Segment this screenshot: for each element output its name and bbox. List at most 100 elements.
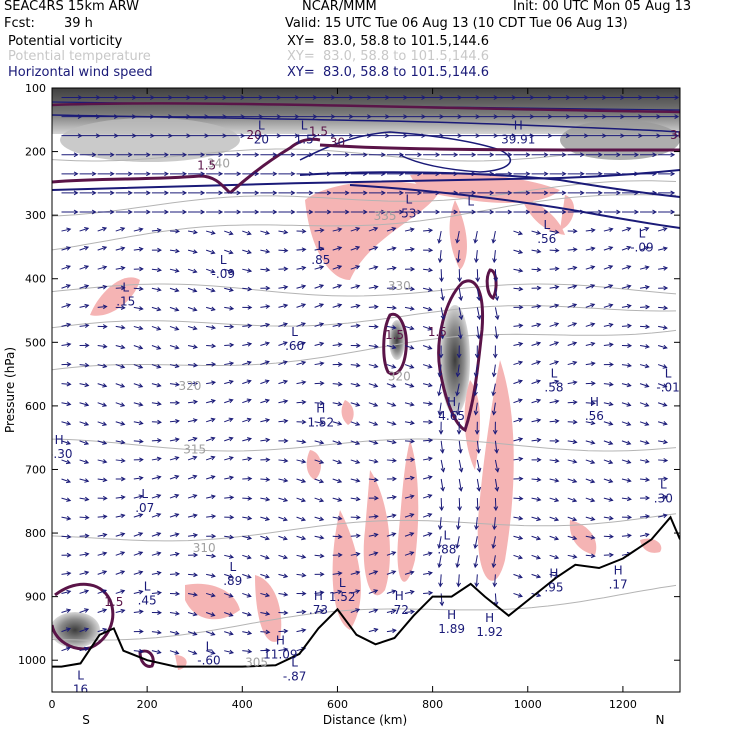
wind-vector	[278, 459, 288, 462]
wind-vector	[657, 514, 667, 518]
pv-label: 1.5	[385, 328, 404, 342]
wind-vector-head	[409, 306, 415, 311]
wind-vector-head	[282, 360, 288, 365]
extremum-value: .58	[544, 380, 563, 394]
wind-vector-head	[211, 514, 217, 519]
isentrope	[52, 194, 677, 251]
wind-vector	[386, 629, 396, 633]
wind-vector	[296, 535, 306, 540]
wind-vector	[513, 268, 523, 272]
wind-vector	[97, 440, 107, 445]
wind-vector-head	[409, 570, 415, 575]
wind-vector	[513, 287, 523, 290]
wind-vector-head	[572, 478, 578, 483]
wind-vector-head	[518, 417, 523, 423]
wind-vector	[79, 553, 89, 556]
wind-vector	[61, 284, 71, 289]
wind-vector	[169, 475, 179, 480]
wind-vector-head	[399, 171, 404, 177]
wind-vector	[603, 343, 613, 346]
wind-vector	[458, 498, 461, 511]
wind-vector-head	[247, 456, 253, 462]
wind-vector-head	[247, 342, 253, 347]
wind-vector-head	[156, 306, 162, 312]
isentrope	[52, 513, 677, 542]
wind-vector	[404, 364, 414, 369]
pv-low-shade	[52, 612, 100, 648]
wind-vector-head	[645, 477, 651, 482]
wind-vector-head	[84, 478, 90, 483]
wind-vector-head	[301, 303, 307, 308]
wind-vector-head	[192, 325, 198, 331]
wind-vector	[115, 459, 125, 462]
wind-vector	[260, 230, 270, 235]
wind-vector-head	[120, 325, 126, 330]
wind-vector-head	[409, 364, 415, 369]
wind-vector-head	[608, 265, 614, 270]
field-wind-xy: XY= 83.0, 58.8 to 101.5,144.6	[287, 65, 490, 80]
wind-vector-head	[174, 456, 180, 461]
y-axis-label: Pressure (hPa)	[3, 347, 17, 433]
wind-vector-head	[391, 383, 397, 388]
wind-vector-head	[229, 495, 235, 500]
wind-vector-head	[308, 190, 314, 196]
wind-vector-head	[670, 152, 676, 158]
wind-vector-head	[319, 361, 325, 366]
wind-vector-head	[174, 532, 180, 537]
wind-vector-head	[427, 364, 433, 369]
wind-vector-head	[156, 364, 162, 369]
wind-vector-head	[73, 171, 79, 177]
wind-vector	[439, 250, 442, 263]
wind-vector-head	[156, 345, 162, 350]
wind-vector-head	[627, 533, 632, 539]
wind-vector-head	[554, 322, 560, 327]
wind-vector-head	[662, 383, 668, 388]
wind-vector-head	[228, 436, 234, 442]
x-tick-label: 0	[49, 698, 56, 711]
wind-vector	[567, 516, 577, 521]
wind-vector-head	[138, 570, 144, 575]
wind-vector-head	[453, 190, 459, 196]
wind-vector-head	[73, 209, 79, 215]
wind-vector	[621, 305, 631, 308]
wind-vector	[549, 268, 559, 270]
wind-vector	[494, 478, 498, 491]
wind-vector	[224, 344, 234, 346]
wind-vector	[350, 304, 360, 308]
wind-vector-head	[210, 494, 216, 500]
wind-vector	[133, 590, 143, 594]
wind-vector-head	[283, 647, 289, 652]
wind-vector	[404, 306, 414, 310]
wind-vector-head	[301, 628, 307, 633]
wind-vector	[585, 247, 595, 251]
wind-vector-head	[175, 248, 180, 254]
wind-vector-head	[164, 209, 169, 215]
wind-vector-head	[440, 486, 445, 492]
wind-vector-head	[644, 246, 650, 251]
wind-vector	[549, 459, 559, 462]
wind-vector	[79, 383, 89, 386]
wind-vector-head	[164, 152, 169, 158]
wind-vector	[115, 364, 125, 368]
wind-vector	[585, 402, 595, 404]
wind-vector	[603, 421, 613, 425]
wind-vector	[169, 438, 179, 442]
wind-vector	[422, 513, 432, 518]
wind-vector-head	[608, 381, 614, 387]
extremum-marker: L	[220, 253, 227, 267]
wind-vector-head	[283, 628, 289, 634]
theta-label: 310	[193, 541, 216, 555]
wind-vector	[531, 305, 541, 308]
wind-vector	[350, 571, 360, 575]
wind-vector-head	[65, 459, 71, 465]
wind-vector-head	[590, 400, 596, 406]
wind-vector-head	[247, 630, 253, 636]
wind-vector-head	[84, 343, 90, 348]
wind-vector-head	[264, 573, 270, 579]
wind-vector-head	[355, 323, 361, 329]
wind-vector-head	[265, 285, 271, 291]
wind-vector	[386, 345, 396, 349]
wind-vector-head	[272, 209, 278, 215]
extremum-marker: L	[77, 668, 84, 682]
wind-vector-head	[157, 610, 162, 615]
